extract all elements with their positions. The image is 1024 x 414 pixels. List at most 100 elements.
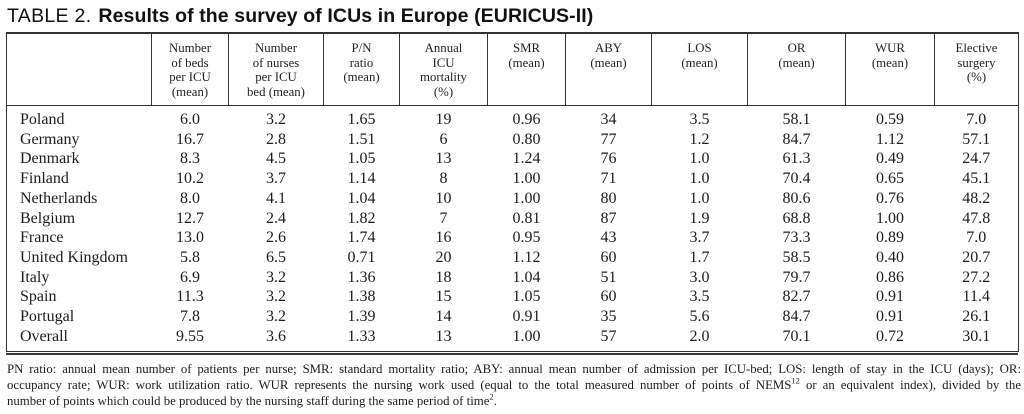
table-row: Denmark 8.3 4.5 1.05 13 1.24 76 1.0 61.3 0.49 24.7 bbox=[7, 149, 1019, 169]
cell-value: 0.86 bbox=[876, 268, 904, 286]
page-title: TABLE 2. Results of the survey of ICUs in… bbox=[7, 3, 1018, 29]
cell-value: 12.7 bbox=[176, 209, 204, 227]
cell-value: 51 bbox=[600, 268, 617, 286]
cell-value: 1.38 bbox=[347, 288, 376, 306]
cell-value: 80 bbox=[600, 189, 617, 207]
cell-value: 61.3 bbox=[782, 150, 811, 168]
cell-value: 6 bbox=[439, 130, 448, 148]
cell-value: 73.3 bbox=[782, 229, 811, 247]
cell-value: 0.91 bbox=[876, 288, 904, 306]
cell-value: 4.5 bbox=[266, 150, 286, 168]
cell-value: 68.8 bbox=[782, 209, 811, 227]
column-header-mortality: Annual ICU mortality (%) bbox=[399, 33, 488, 106]
cell-value: 0.89 bbox=[876, 229, 904, 247]
table-row: Portugal 7.8 3.2 1.39 14 0.91 35 5.6 84.7 0.91 26.… bbox=[7, 307, 1019, 327]
cell-value: 20 bbox=[435, 248, 452, 266]
cell-value: 8 bbox=[439, 170, 448, 188]
table-row: Poland 6.0 3.2 1.65 19 0.96 34 3.5 58.1 0.59 7.0 bbox=[7, 106, 1019, 130]
cell-value: 0.49 bbox=[876, 150, 904, 168]
footnote-text: number of points which could be produced… bbox=[7, 393, 490, 408]
row-label: United Kingdom bbox=[20, 248, 128, 266]
cell-value: 82.7 bbox=[782, 288, 811, 306]
footnote-line: PN ratio: annual mean number of patients… bbox=[7, 362, 1021, 378]
cell-value: 7.0 bbox=[966, 229, 987, 247]
cell-value: 16 bbox=[435, 229, 452, 247]
cell-value: 1.00 bbox=[512, 189, 541, 207]
cell-value: 0.81 bbox=[512, 209, 541, 227]
cell-value: 27.2 bbox=[962, 268, 991, 286]
cell-value: 79.7 bbox=[782, 268, 811, 286]
cell-value: 1.05 bbox=[347, 150, 376, 168]
row-label: Germany bbox=[20, 130, 80, 148]
cell-value: 14 bbox=[435, 308, 452, 326]
cell-value: 0.95 bbox=[512, 229, 541, 247]
cell-value: 0.96 bbox=[512, 111, 541, 128]
cell-value: 0.76 bbox=[876, 189, 904, 207]
cell-value: 1.04 bbox=[512, 268, 541, 286]
column-header-pn-ratio: P/N ratio (mean) bbox=[323, 33, 400, 106]
column-header-wur: WUR (mean) bbox=[845, 33, 935, 106]
cell-value: 1.36 bbox=[347, 268, 376, 286]
cell-value: 11.3 bbox=[176, 288, 204, 306]
cell-value: 7.0 bbox=[966, 111, 987, 128]
cell-value: 71 bbox=[600, 170, 617, 188]
cell-value: 0.71 bbox=[347, 248, 376, 266]
column-header-smr: SMR (mean) bbox=[487, 33, 566, 106]
cell-value: 6.9 bbox=[180, 268, 200, 286]
cell-value: 7.8 bbox=[180, 308, 200, 326]
footnote-text: PN ratio: annual mean number of patients… bbox=[7, 362, 1021, 377]
cell-value: 5.6 bbox=[689, 308, 710, 326]
cell-value: 1.7 bbox=[689, 248, 710, 266]
cell-value: 84.7 bbox=[782, 308, 811, 326]
cell-value: 70.1 bbox=[782, 327, 811, 345]
cell-value: 60 bbox=[600, 248, 617, 266]
cell-value: 1.05 bbox=[512, 288, 541, 306]
cell-value: 13 bbox=[435, 150, 452, 168]
cell-value: 1.0 bbox=[689, 150, 710, 168]
cell-value: 3.5 bbox=[689, 111, 710, 128]
cell-value: 3.6 bbox=[266, 327, 286, 345]
table-row: United Kingdom 5.8 6.5 0.71 20 1.12 60 1.7 58.5 0… bbox=[7, 248, 1019, 268]
row-label: Italy bbox=[20, 268, 50, 286]
row-label: Belgium bbox=[20, 209, 76, 227]
cell-value: 34 bbox=[600, 111, 617, 128]
row-label: Spain bbox=[20, 288, 57, 306]
cell-value: 8.3 bbox=[180, 150, 200, 168]
footnote-text: . bbox=[493, 393, 497, 408]
table-row: Spain 11.3 3.2 1.38 15 1.05 60 3.5 82.7 0.91 11.4 bbox=[7, 287, 1019, 307]
cell-value: 77 bbox=[600, 130, 617, 148]
cell-value: 45.1 bbox=[962, 170, 991, 188]
cell-value: 57.1 bbox=[962, 130, 991, 148]
cell-value: 58.5 bbox=[782, 248, 811, 266]
cell-value: 58.1 bbox=[782, 111, 811, 128]
cell-value: 1.0 bbox=[689, 189, 710, 207]
cell-value: 26.1 bbox=[962, 308, 991, 326]
results-table: Number of beds per ICU (mean) Number of … bbox=[6, 32, 1019, 353]
cell-value: 10.2 bbox=[176, 170, 204, 188]
cell-value: 24.7 bbox=[962, 150, 991, 168]
cell-value: 3.7 bbox=[266, 170, 286, 188]
cell-value: 1.12 bbox=[876, 130, 904, 148]
cell-value: 1.2 bbox=[689, 130, 710, 148]
cell-value: 3.5 bbox=[689, 288, 710, 306]
table-row: Germany 16.7 2.8 1.51 6 0.80 77 1.2 84.7 1.12 57.1 bbox=[7, 130, 1019, 150]
row-label: Finland bbox=[20, 170, 69, 188]
cell-value: 60 bbox=[600, 288, 617, 306]
cell-value: 0.59 bbox=[876, 111, 904, 128]
cell-value: 0.72 bbox=[876, 327, 904, 345]
cell-value: 15 bbox=[435, 288, 452, 306]
cell-value: 80.6 bbox=[782, 189, 811, 207]
cell-value: 47.8 bbox=[962, 209, 991, 227]
cell-value: 30.1 bbox=[962, 327, 991, 345]
row-label: France bbox=[20, 229, 64, 247]
table-row: Netherlands 8.0 4.1 1.04 10 1.00 80 1.0 80.6 0.76… bbox=[7, 189, 1019, 209]
cell-value: 6.5 bbox=[266, 248, 286, 266]
cell-value: 2.0 bbox=[689, 327, 710, 345]
cell-value: 2.4 bbox=[266, 209, 286, 227]
cell-value: 1.65 bbox=[347, 111, 376, 128]
cell-value: 6.0 bbox=[180, 111, 200, 128]
cell-value: 2.6 bbox=[266, 229, 286, 247]
column-header-nurses: Number of nurses per ICU bed (mean) bbox=[228, 33, 324, 106]
cell-value: 84.7 bbox=[782, 130, 811, 148]
